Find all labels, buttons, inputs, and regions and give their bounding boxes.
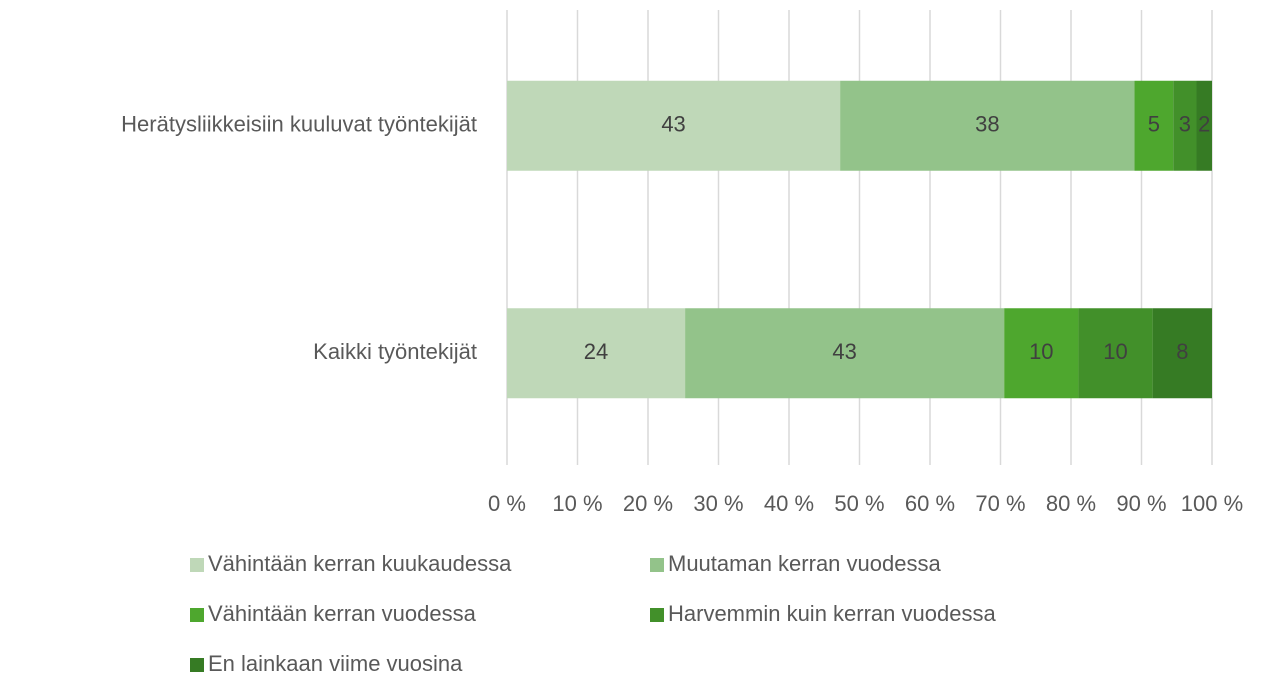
legend-label: Vähintään kerran kuukaudessa (208, 551, 512, 576)
x-tick-label: 40 % (764, 491, 814, 516)
bar-segment (1078, 308, 1153, 399)
x-tick-label: 10 % (552, 491, 602, 516)
data-label: 5 (1148, 112, 1160, 137)
x-tick-label: 70 % (975, 491, 1025, 516)
legend-swatch (190, 658, 204, 672)
bar-segment (685, 308, 1005, 399)
bar-segment (840, 80, 1135, 171)
x-tick-label: 0 % (488, 491, 526, 516)
legend-swatch (190, 558, 204, 572)
y-tick-label: Herätysliikkeisiin kuuluvat työntekijät (121, 112, 477, 137)
x-tick-label: 30 % (693, 491, 743, 516)
data-label: 2 (1198, 112, 1210, 137)
data-label: 10 (1103, 339, 1127, 364)
x-tick-label: 90 % (1116, 491, 1166, 516)
x-tick-label: 80 % (1046, 491, 1096, 516)
bar-segment (1004, 308, 1079, 399)
bar-segment (1196, 80, 1212, 171)
bar-segment (1152, 308, 1212, 399)
x-tick-label: 100 % (1181, 491, 1243, 516)
legend-label: En lainkaan viime vuosina (208, 651, 463, 676)
data-label: 38 (975, 112, 999, 137)
bar-segment (507, 80, 841, 171)
data-label: 43 (832, 339, 856, 364)
x-tick-label: 50 % (834, 491, 884, 516)
legend-swatch (190, 608, 204, 622)
legend-label: Harvemmin kuin kerran vuodessa (668, 601, 996, 626)
legend-label: Muutaman kerran vuodessa (668, 551, 941, 576)
data-label: 24 (584, 339, 608, 364)
data-label: 43 (661, 112, 685, 137)
bar-segment (1134, 80, 1174, 171)
data-label: 8 (1176, 339, 1188, 364)
legend-swatch (650, 558, 664, 572)
legend-label: Vähintään kerran vuodessa (208, 601, 477, 626)
bar-segment (1173, 80, 1197, 171)
y-tick-label: Kaikki työntekijät (313, 339, 477, 364)
x-tick-label: 20 % (623, 491, 673, 516)
bar-segment (507, 308, 686, 399)
legend-swatch (650, 608, 664, 622)
data-label: 10 (1029, 339, 1053, 364)
data-label: 3 (1179, 112, 1191, 137)
x-tick-label: 60 % (905, 491, 955, 516)
